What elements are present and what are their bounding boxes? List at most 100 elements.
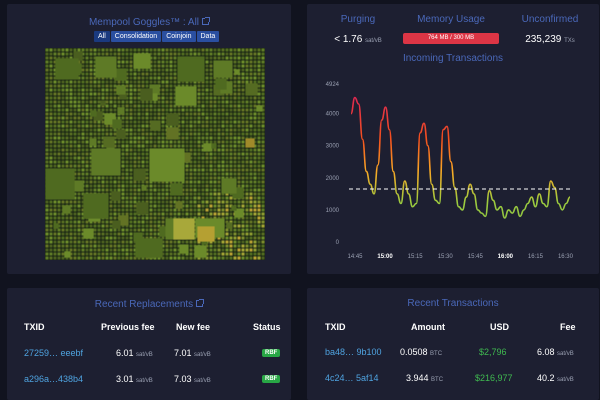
tx-block[interactable] <box>89 48 93 52</box>
tx-block[interactable] <box>97 188 101 192</box>
tx-block[interactable] <box>197 180 201 184</box>
tx-block[interactable] <box>197 140 201 144</box>
tx-block[interactable] <box>85 124 89 128</box>
tx-block[interactable] <box>129 256 133 260</box>
tx-block[interactable] <box>69 224 73 228</box>
tx-block[interactable] <box>81 80 85 84</box>
tx-block[interactable] <box>241 88 245 92</box>
tx-block[interactable] <box>237 48 241 52</box>
tx-block[interactable] <box>253 200 257 204</box>
tx-block[interactable] <box>133 152 137 156</box>
tx-block[interactable] <box>257 92 261 96</box>
tx-block[interactable] <box>201 108 205 112</box>
tx-block[interactable] <box>137 88 141 92</box>
tx-block[interactable] <box>181 200 185 204</box>
tx-block[interactable] <box>129 228 133 232</box>
tx-block[interactable] <box>109 252 113 256</box>
tx-block[interactable] <box>85 116 89 120</box>
tx-block[interactable] <box>121 160 125 164</box>
tx-block[interactable] <box>53 52 57 56</box>
tx-block[interactable] <box>257 172 261 176</box>
tx-block[interactable] <box>137 156 141 160</box>
tx-block[interactable] <box>177 244 181 248</box>
tx-block[interactable] <box>45 48 49 52</box>
tx-block[interactable] <box>197 164 201 168</box>
tx-block[interactable] <box>81 172 85 176</box>
tx-block[interactable] <box>165 256 169 260</box>
tx-block[interactable] <box>229 124 233 128</box>
tx-block[interactable] <box>61 100 65 104</box>
tx-block[interactable] <box>97 140 101 144</box>
tx-block[interactable] <box>69 164 73 168</box>
tx-block[interactable] <box>177 180 181 184</box>
tx-block[interactable] <box>165 88 169 92</box>
tx-block[interactable] <box>209 64 213 68</box>
tx-block[interactable] <box>165 104 169 108</box>
tx-block[interactable] <box>117 48 121 52</box>
tx-block[interactable] <box>237 60 241 64</box>
tx-block[interactable] <box>213 84 225 96</box>
tx-block[interactable] <box>225 112 229 116</box>
tx-block[interactable] <box>233 108 237 112</box>
tx-block[interactable] <box>137 200 141 204</box>
tx-block[interactable] <box>185 192 189 196</box>
tx-block[interactable] <box>109 108 113 112</box>
tx-block[interactable] <box>125 100 129 104</box>
tx-block[interactable] <box>229 172 233 176</box>
tx-block[interactable] <box>53 80 57 84</box>
tx-block[interactable] <box>45 72 49 76</box>
tx-block[interactable] <box>95 56 117 78</box>
tx-block[interactable] <box>173 140 177 144</box>
tx-block[interactable] <box>193 180 197 184</box>
tx-block[interactable] <box>57 132 61 136</box>
tx-block[interactable] <box>125 140 129 144</box>
tx-block[interactable] <box>153 212 157 216</box>
tx-block[interactable] <box>213 192 217 196</box>
tx-block[interactable] <box>149 188 153 192</box>
tx-block[interactable] <box>121 172 125 176</box>
tx-block[interactable] <box>217 168 221 172</box>
tx-block[interactable] <box>249 256 253 260</box>
tx-block[interactable] <box>101 136 105 140</box>
tx-block[interactable] <box>113 84 117 88</box>
tx-block[interactable] <box>225 108 229 112</box>
tx-block[interactable] <box>197 136 201 140</box>
tx-block[interactable] <box>49 200 53 204</box>
tx-block[interactable] <box>137 188 141 192</box>
tx-block[interactable] <box>193 204 197 208</box>
tx-block[interactable] <box>245 128 249 132</box>
tx-block[interactable] <box>85 224 89 228</box>
tx-block[interactable] <box>173 218 195 240</box>
tx-block[interactable] <box>237 116 241 120</box>
tx-block[interactable] <box>205 80 209 84</box>
tx-block[interactable] <box>225 228 229 232</box>
tx-block[interactable] <box>77 152 81 156</box>
tx-block[interactable] <box>229 148 233 152</box>
tx-block[interactable] <box>201 148 205 152</box>
tx-block[interactable] <box>73 128 77 132</box>
tx-block[interactable] <box>65 152 69 156</box>
tx-block[interactable] <box>249 116 253 120</box>
tx-block[interactable] <box>77 100 81 104</box>
tx-block[interactable] <box>69 104 73 108</box>
tx-block[interactable] <box>145 232 149 236</box>
tx-block[interactable] <box>241 68 245 72</box>
tx-block[interactable] <box>237 112 241 116</box>
tx-block[interactable] <box>253 80 257 84</box>
tx-block[interactable] <box>73 104 77 108</box>
tx-block[interactable] <box>225 256 229 260</box>
tx-block[interactable] <box>133 208 137 212</box>
tx-block[interactable] <box>125 256 129 260</box>
tx-block[interactable] <box>201 96 205 100</box>
tx-block[interactable] <box>69 252 73 256</box>
tx-block[interactable] <box>221 100 225 104</box>
tx-block[interactable] <box>221 236 225 240</box>
tx-block[interactable] <box>81 56 85 60</box>
tx-block[interactable] <box>117 144 121 148</box>
tx-block[interactable] <box>161 244 165 248</box>
tx-block[interactable] <box>101 188 105 192</box>
tx-block[interactable] <box>125 228 129 232</box>
tx-block[interactable] <box>61 224 65 228</box>
tx-block[interactable] <box>177 124 181 128</box>
tx-block[interactable] <box>133 72 137 76</box>
